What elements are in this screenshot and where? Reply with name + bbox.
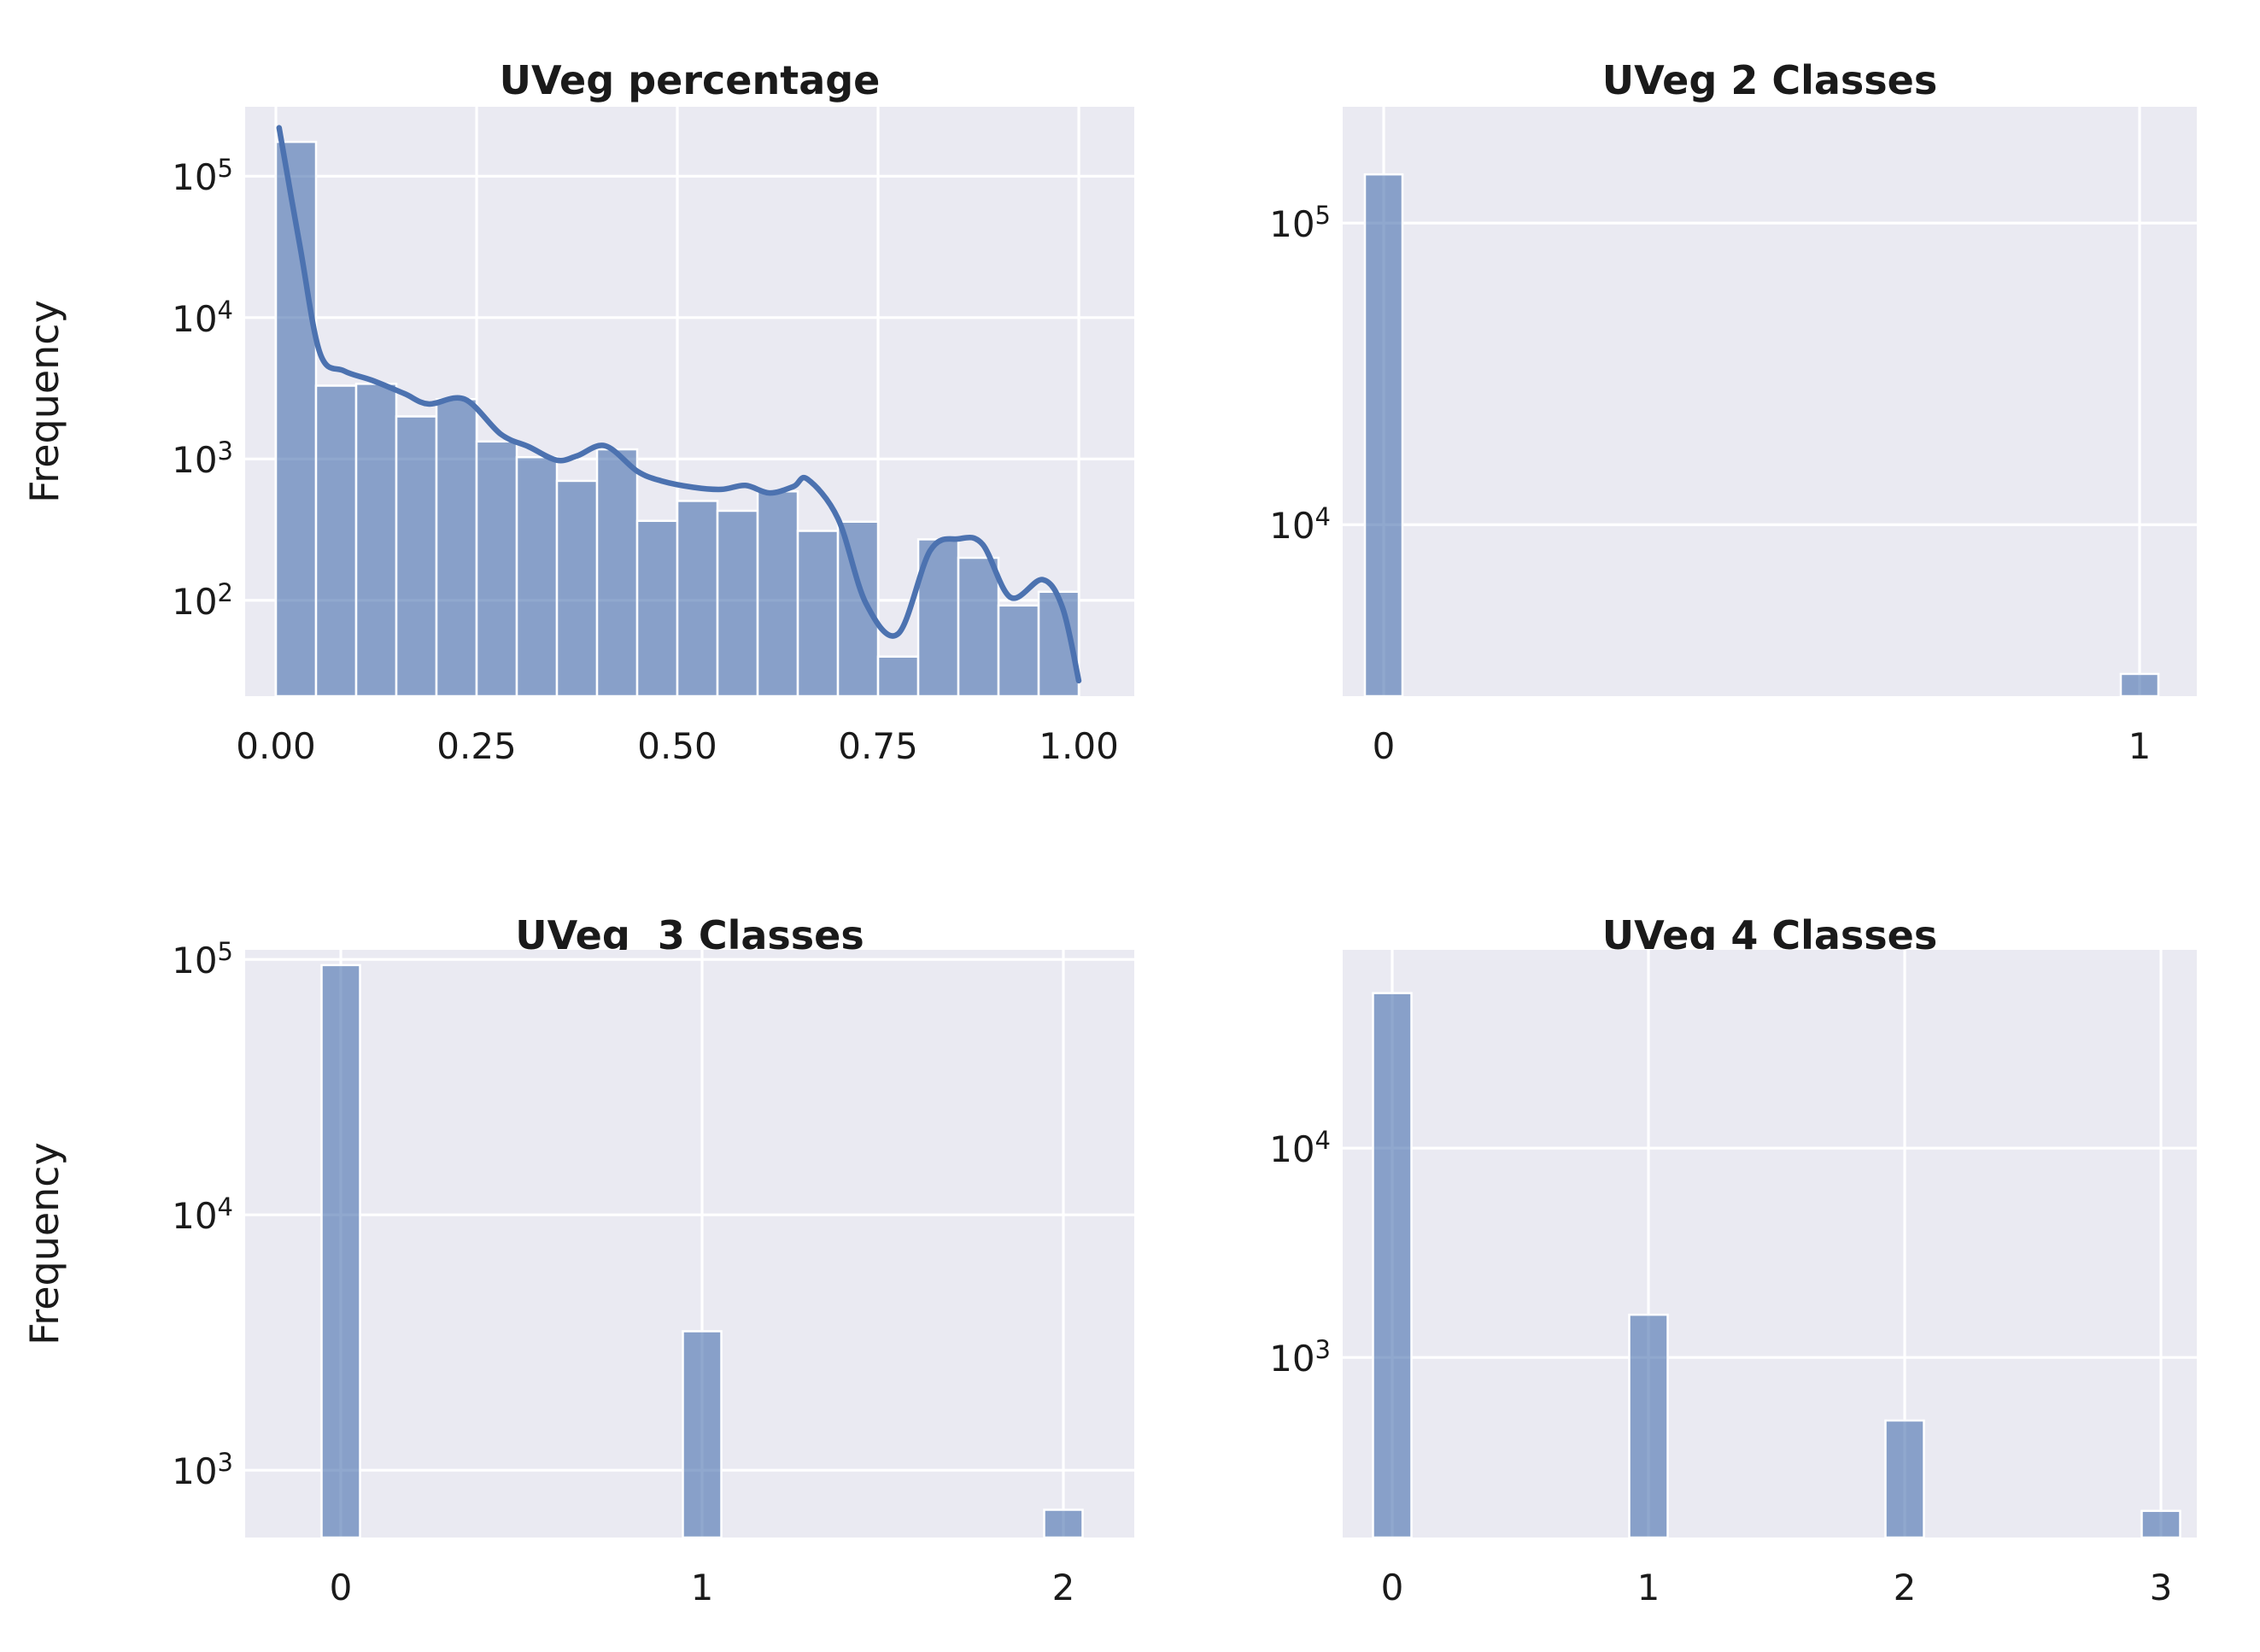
bar: [997, 604, 1040, 696]
x-tick-label: 1: [690, 1567, 714, 1608]
x-tick-label: 0.75: [838, 725, 918, 767]
bar: [320, 964, 361, 1538]
y-tick-label: 104: [172, 295, 233, 340]
bar: [314, 384, 358, 696]
x-tick-label: 1.00: [1039, 725, 1119, 767]
bar: [716, 509, 759, 696]
bar: [354, 383, 398, 696]
bar: [682, 1330, 723, 1538]
bar: [2119, 672, 2160, 696]
x-tick-label: 2: [1051, 1567, 1075, 1608]
bar: [395, 415, 438, 696]
y-tick-label: 104: [1269, 1126, 1331, 1171]
x-tick-label: 0.00: [236, 725, 316, 767]
x-tick-label: 2: [1893, 1567, 1917, 1608]
y-tick-label: 104: [1269, 502, 1331, 548]
y-tick-label: 102: [172, 577, 233, 623]
x-tick-label: 3: [2149, 1567, 2173, 1608]
x-tick-label: 1: [2128, 725, 2152, 767]
bar: [2140, 1509, 2181, 1538]
plot-area-uveg-3-classes: [245, 950, 1134, 1538]
y-tick-label: 105: [1269, 201, 1331, 246]
y-tick-label: 103: [172, 1448, 233, 1493]
chart-svg: [1343, 950, 2197, 1538]
bar: [435, 398, 478, 696]
bar: [1043, 1508, 1084, 1538]
bar: [1628, 1313, 1669, 1538]
bar: [876, 655, 920, 696]
bar: [555, 479, 599, 696]
bar: [635, 519, 679, 696]
bar: [957, 556, 1000, 696]
bar: [475, 440, 518, 696]
x-tick-label: 0: [1372, 725, 1396, 767]
chart-title-uveg-4-classes: UVeg 4 Classes: [1601, 912, 1938, 959]
x-tick-label: 0: [329, 1567, 353, 1608]
x-tick-label: 0: [1380, 1567, 1404, 1608]
chart-title-uveg-3-classes: UVeg 3 Classes: [515, 912, 864, 959]
x-tick-label: 0.50: [637, 725, 717, 767]
bar: [796, 530, 840, 696]
bar: [595, 448, 639, 696]
chart-title-uveg-percentage: UVeg percentage: [499, 57, 881, 104]
bar: [676, 500, 719, 696]
plot-area-uveg-4-classes: [1343, 950, 2197, 1538]
y-tick-label: 105: [172, 937, 233, 982]
bar: [1372, 992, 1413, 1538]
y-axis-label-frequency-bottom: Frequency: [21, 1142, 67, 1345]
y-axis-label-frequency-top: Frequency: [21, 300, 67, 503]
chart-svg: [245, 107, 1134, 696]
y-tick-label: 105: [172, 154, 233, 199]
bar: [756, 489, 799, 696]
chart-svg: [1343, 107, 2197, 696]
bar: [1363, 173, 1404, 696]
x-tick-label: 0.25: [436, 725, 517, 767]
y-tick-label: 104: [172, 1192, 233, 1238]
x-tick-label: 1: [1636, 1567, 1660, 1608]
plot-area-uveg-percentage: [245, 107, 1134, 696]
plot-area-uveg-2-classes: [1343, 107, 2197, 696]
chart-svg: [245, 950, 1134, 1538]
bar: [1884, 1419, 1925, 1538]
bar: [515, 455, 559, 696]
kde-curve: [276, 125, 1082, 684]
chart-title-uveg-2-classes: UVeg 2 Classes: [1601, 57, 1938, 104]
y-tick-label: 103: [172, 436, 233, 482]
y-tick-label: 103: [1269, 1335, 1331, 1380]
